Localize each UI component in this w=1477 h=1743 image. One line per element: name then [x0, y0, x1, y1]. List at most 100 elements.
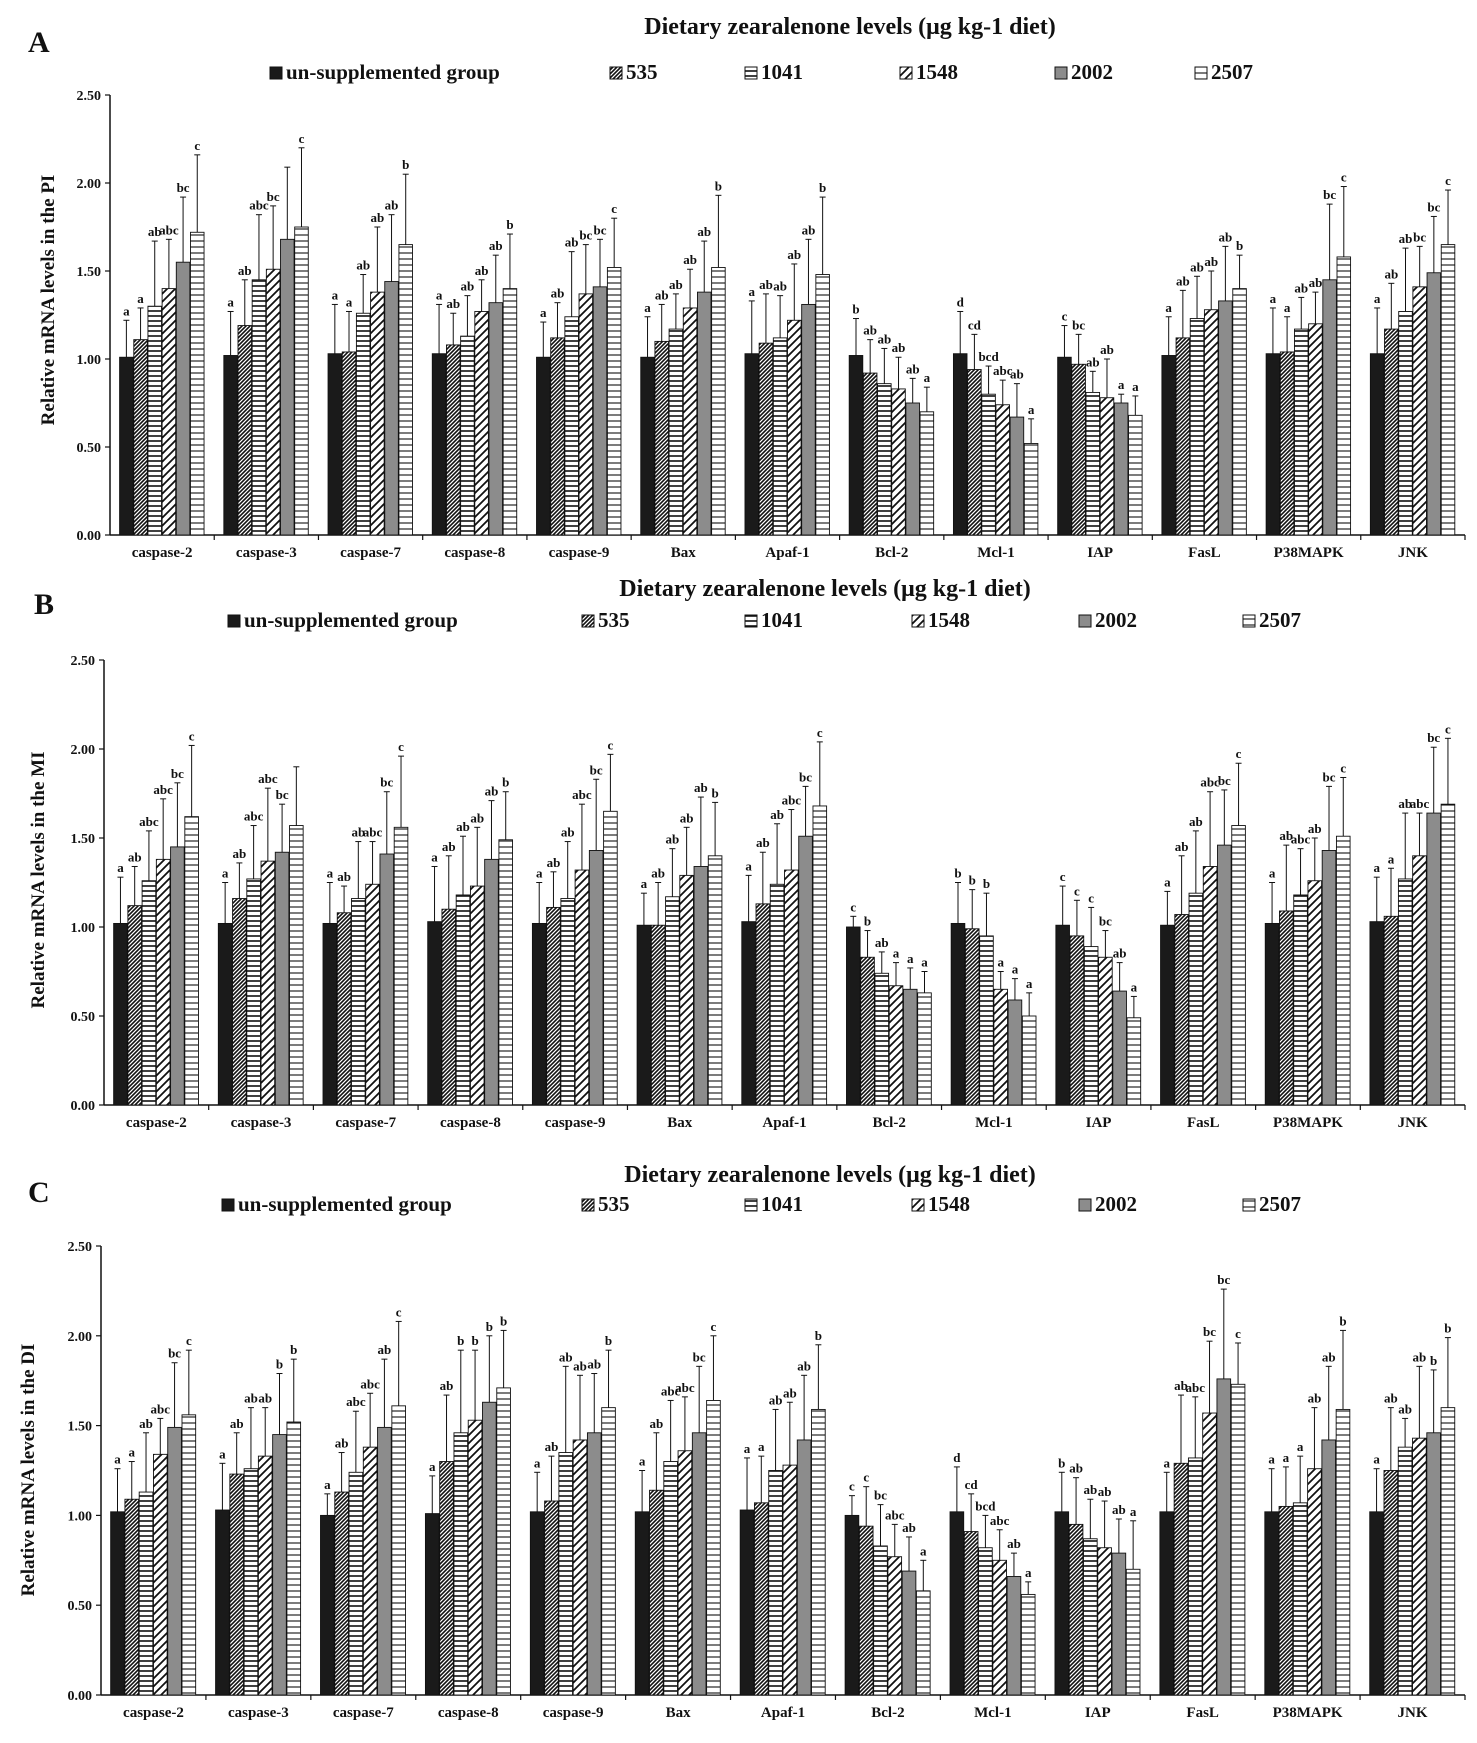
significance-label: b	[1058, 1455, 1065, 1470]
bar	[370, 291, 385, 536]
significance-label: c	[1062, 309, 1068, 324]
significance-label: c	[1235, 1326, 1241, 1341]
significance-label: bc	[1323, 769, 1336, 784]
bar	[1307, 1468, 1322, 1696]
bar	[119, 356, 134, 536]
significance-label: c	[1088, 890, 1094, 905]
legend-item: 2002	[1054, 60, 1113, 84]
legend-swatch	[269, 66, 283, 80]
significance-label: ab	[1308, 1391, 1322, 1406]
significance-label: ab	[456, 819, 470, 834]
legend-swatch	[581, 1198, 595, 1212]
significance-label: abc	[1291, 832, 1311, 847]
category-label: caspase-9	[545, 1115, 606, 1131]
bar	[496, 1387, 511, 1696]
bar	[739, 1509, 755, 1696]
significance-label: abc	[1200, 775, 1220, 790]
significance-label: ab	[650, 1416, 664, 1431]
legend-item: 2507	[1242, 1192, 1301, 1216]
significance-label: a	[536, 866, 543, 881]
significance-label: ab	[802, 222, 816, 237]
category-label: Mcl-1	[977, 545, 1014, 561]
significance-label: ab	[1294, 280, 1308, 295]
significance-label: bc	[1203, 1324, 1216, 1339]
bar	[992, 1559, 1007, 1696]
bar	[1023, 443, 1039, 536]
category-label: IAP	[1086, 1115, 1112, 1131]
bar	[888, 985, 904, 1106]
bar	[327, 353, 343, 536]
bar	[1369, 353, 1385, 536]
legend-swatch	[1054, 66, 1068, 80]
significance-label: bc	[590, 762, 603, 777]
bar	[377, 1426, 392, 1696]
significance-label: b	[815, 1328, 822, 1343]
significance-label: ab	[797, 1358, 811, 1373]
significance-label: ab	[1399, 231, 1413, 246]
significance-label: abc	[346, 1394, 366, 1409]
bar	[1202, 1412, 1217, 1696]
significance-label: b	[290, 1342, 297, 1357]
y-tick-label: 2.50	[68, 1240, 93, 1255]
legend-label: 2002	[1071, 60, 1113, 84]
category-label: caspase-3	[236, 545, 297, 561]
chart-title-b: Dietary zearalenone levels (μg kg-1 diet…	[619, 576, 1031, 602]
bar	[606, 267, 622, 536]
bar	[502, 288, 518, 536]
significance-label: ab	[1086, 354, 1100, 369]
significance-label: a	[1165, 300, 1172, 315]
bar	[1426, 1432, 1441, 1696]
bar	[460, 335, 475, 536]
significance-label: a	[1284, 300, 1291, 315]
significance-label: a	[924, 370, 931, 385]
bar	[981, 393, 996, 536]
legend-label: 1041	[761, 60, 803, 84]
legend-label: 535	[626, 60, 658, 84]
bar	[1398, 311, 1413, 536]
significance-label: abc	[249, 198, 269, 213]
significance-label: ab	[783, 1385, 797, 1400]
bar	[1113, 402, 1129, 536]
significance-label: abc	[244, 809, 264, 824]
significance-label: ab	[863, 323, 877, 338]
bar	[650, 924, 666, 1106]
bar	[964, 928, 980, 1106]
legend-c: un-supplemented group 535 1041 1548 2002 2507	[221, 1192, 1301, 1216]
legend-label: un-supplemented group	[286, 60, 500, 84]
significance-label: c	[396, 1304, 402, 1319]
significance-label: bc	[177, 180, 190, 195]
bar	[1440, 1407, 1456, 1696]
bar	[993, 988, 1008, 1106]
plot-b: 0.000.501.001.502.002.50caspase-2aababca…	[71, 654, 1466, 1131]
bar	[1187, 1457, 1203, 1696]
significance-label: b	[471, 1333, 478, 1348]
legend-label: un-supplemented group	[244, 608, 458, 632]
significance-label: ab	[1069, 1461, 1083, 1476]
bar	[874, 972, 890, 1106]
bar	[246, 878, 261, 1106]
bar	[1292, 1502, 1308, 1696]
bar	[564, 316, 579, 536]
bar	[170, 846, 185, 1106]
bar	[1099, 397, 1115, 536]
bar	[769, 883, 785, 1106]
panel-letter-c: C	[28, 1176, 50, 1209]
legend-swatch	[744, 614, 758, 628]
bar	[1159, 1511, 1175, 1696]
legend-item: 2507	[1242, 608, 1301, 632]
bar	[1279, 910, 1294, 1106]
y-tick-label: 2.50	[77, 89, 102, 104]
bar	[1412, 286, 1427, 536]
category-label: JNK	[1398, 545, 1428, 561]
legend-item: 1548	[911, 1192, 970, 1216]
significance-label: ab	[559, 1349, 573, 1364]
significance-label: ab	[1189, 814, 1203, 829]
legend-item: 535	[581, 1192, 630, 1216]
bar	[1307, 880, 1323, 1106]
bar	[1308, 323, 1323, 536]
significance-label: ab	[769, 1392, 783, 1407]
significance-label: ab	[385, 198, 399, 213]
bar	[550, 337, 565, 536]
bar	[1160, 924, 1175, 1106]
significance-label: ab	[1100, 342, 1114, 357]
